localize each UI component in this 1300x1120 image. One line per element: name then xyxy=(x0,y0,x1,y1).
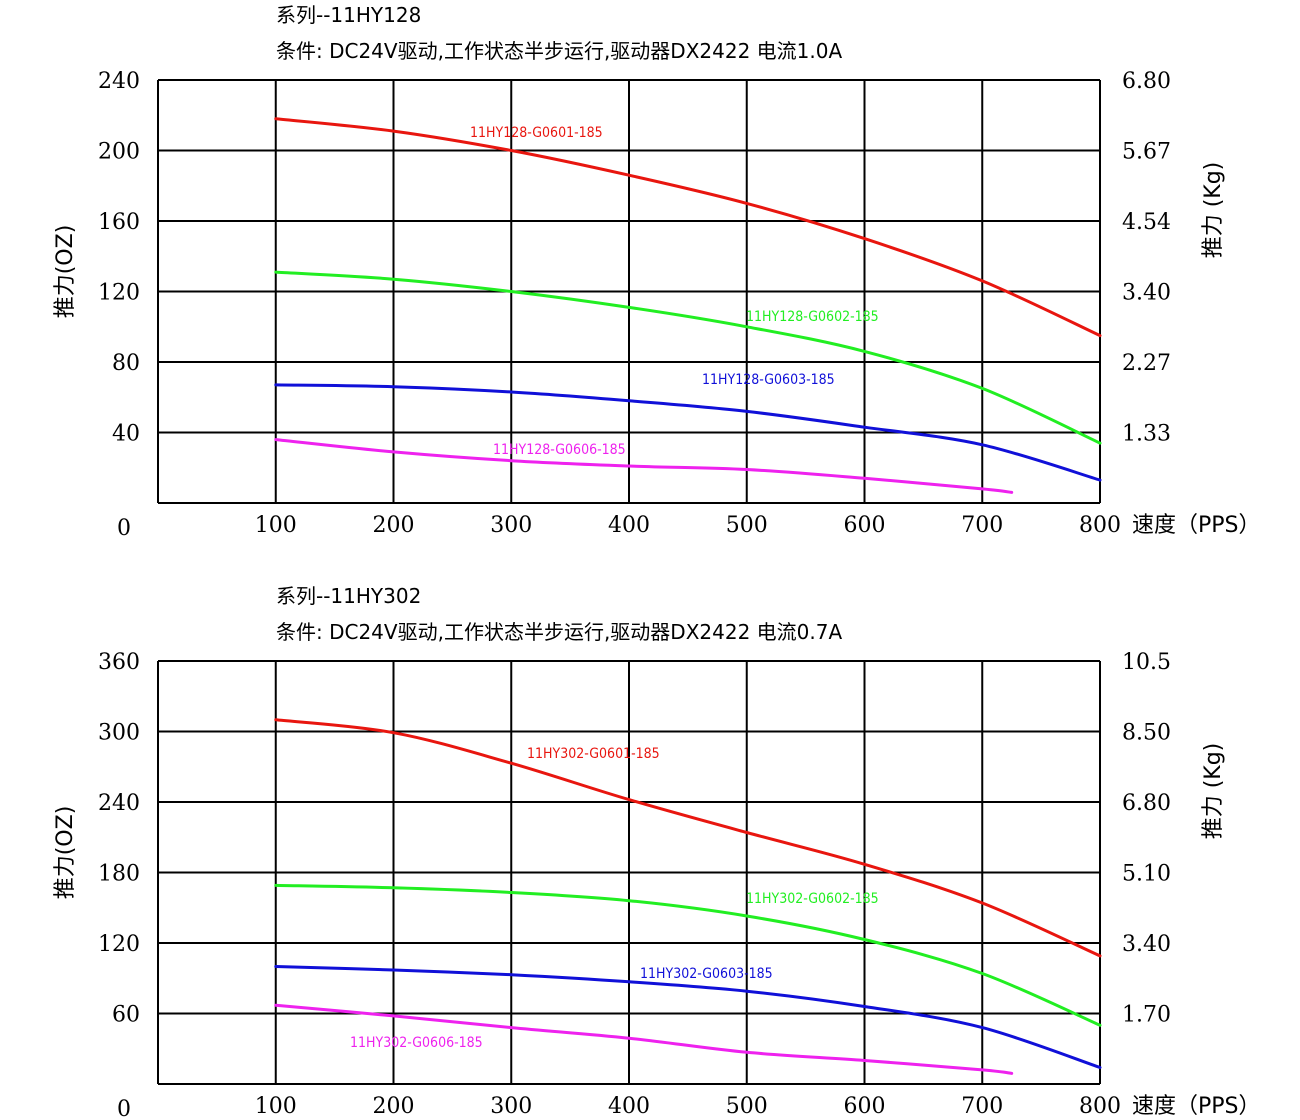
y-tick-left-label: 80 xyxy=(112,351,140,376)
series-label: 11HY302-G0603-185 xyxy=(640,966,773,982)
y-tick-left-label: 60 xyxy=(112,1003,140,1028)
y-tick-left-label: 200 xyxy=(98,140,140,165)
series-line xyxy=(274,1003,1014,1075)
y-tick-right-label: 6.80 xyxy=(1122,69,1171,94)
conditions-text: 条件: DC24V驱动,工作状态半步运行,驱动器DX2422 电流1.0A xyxy=(276,39,842,63)
y-tick-left-label: 240 xyxy=(98,791,140,816)
x-tick-label: 100 xyxy=(255,513,297,538)
origin-label: 0 xyxy=(117,516,131,541)
series-line xyxy=(274,965,1102,1069)
series-label: 11HY128-G0601-185 xyxy=(470,125,603,141)
series-title: 系列--11HY302 xyxy=(276,584,421,608)
y-tick-right-label: 5.67 xyxy=(1122,140,1171,165)
y-axis-right-title: 推力 (Kg) xyxy=(1201,743,1226,840)
x-axis-title: 速度（PPS） xyxy=(1132,513,1261,538)
x-tick-label: 800 xyxy=(1079,513,1121,538)
y-tick-right-label: 8.50 xyxy=(1122,721,1171,746)
y-tick-right-label: 5.10 xyxy=(1122,862,1171,887)
series-label: 11HY128-G0603-185 xyxy=(702,372,835,388)
x-tick-label: 600 xyxy=(844,513,886,538)
series-label: 11HY128-G0602-185 xyxy=(746,309,879,325)
y-tick-left-label: 40 xyxy=(112,422,140,447)
x-tick-label: 700 xyxy=(961,1094,1003,1119)
y-tick-left-label: 160 xyxy=(98,210,140,235)
origin-label: 0 xyxy=(117,1097,131,1120)
y-tick-right-label: 6.80 xyxy=(1122,791,1171,816)
chart-panel-1: 系列--11HY128 条件: DC24V驱动,工作状态半步运行,驱动器DX242… xyxy=(53,3,1261,541)
y-tick-right-label: 1.33 xyxy=(1122,422,1171,447)
x-tick-label: 500 xyxy=(726,1094,768,1119)
series-line xyxy=(274,383,1102,482)
x-tick-label: 200 xyxy=(373,513,415,538)
y-tick-left-label: 180 xyxy=(98,862,140,887)
x-tick-label: 400 xyxy=(608,513,650,538)
y-tick-right-label: 10.5 xyxy=(1122,650,1171,675)
y-tick-right-label: 3.40 xyxy=(1122,932,1171,957)
y-tick-right-label: 4.54 xyxy=(1122,210,1171,235)
x-tick-label: 700 xyxy=(961,513,1003,538)
series-line xyxy=(274,117,1102,338)
y-tick-left-label: 360 xyxy=(98,650,140,675)
x-tick-label: 300 xyxy=(490,513,532,538)
x-tick-label: 400 xyxy=(608,1094,650,1119)
y-tick-right-label: 3.40 xyxy=(1122,281,1171,306)
chart-panel-2: 系列--11HY302 条件: DC24V驱动,工作状态半步运行,驱动器DX242… xyxy=(53,584,1261,1120)
y-tick-left-label: 120 xyxy=(98,932,140,957)
y-tick-left-label: 240 xyxy=(98,69,140,94)
x-tick-label: 300 xyxy=(490,1094,532,1119)
series-label: 11HY302-G0601-185 xyxy=(527,746,660,762)
series-title: 系列--11HY128 xyxy=(276,3,421,27)
y-axis-left-title: 推力(OZ) xyxy=(53,225,78,319)
series-label: 11HY128-G0606-185 xyxy=(493,442,626,458)
series-line xyxy=(274,718,1102,958)
series-line xyxy=(274,270,1102,445)
y-tick-left-label: 120 xyxy=(98,281,140,306)
y-tick-right-label: 2.27 xyxy=(1122,351,1171,376)
y-axis-left-title: 推力(OZ) xyxy=(53,806,78,900)
series-label: 11HY302-G0606-185 xyxy=(350,1035,483,1051)
series-line xyxy=(274,438,1014,494)
x-axis-title: 速度（PPS） xyxy=(1132,1094,1261,1119)
x-tick-label: 600 xyxy=(844,1094,886,1119)
x-tick-label: 100 xyxy=(255,1094,297,1119)
x-tick-label: 800 xyxy=(1079,1094,1121,1119)
y-tick-left-label: 300 xyxy=(98,721,140,746)
y-axis-right-title: 推力 (Kg) xyxy=(1201,162,1226,259)
x-tick-label: 500 xyxy=(726,513,768,538)
y-tick-right-label: 1.70 xyxy=(1122,1003,1171,1028)
x-tick-label: 200 xyxy=(373,1094,415,1119)
conditions-text: 条件: DC24V驱动,工作状态半步运行,驱动器DX2422 电流0.7A xyxy=(276,620,842,644)
series-label: 11HY302-G0602-185 xyxy=(746,891,879,907)
series-line xyxy=(274,883,1102,1027)
